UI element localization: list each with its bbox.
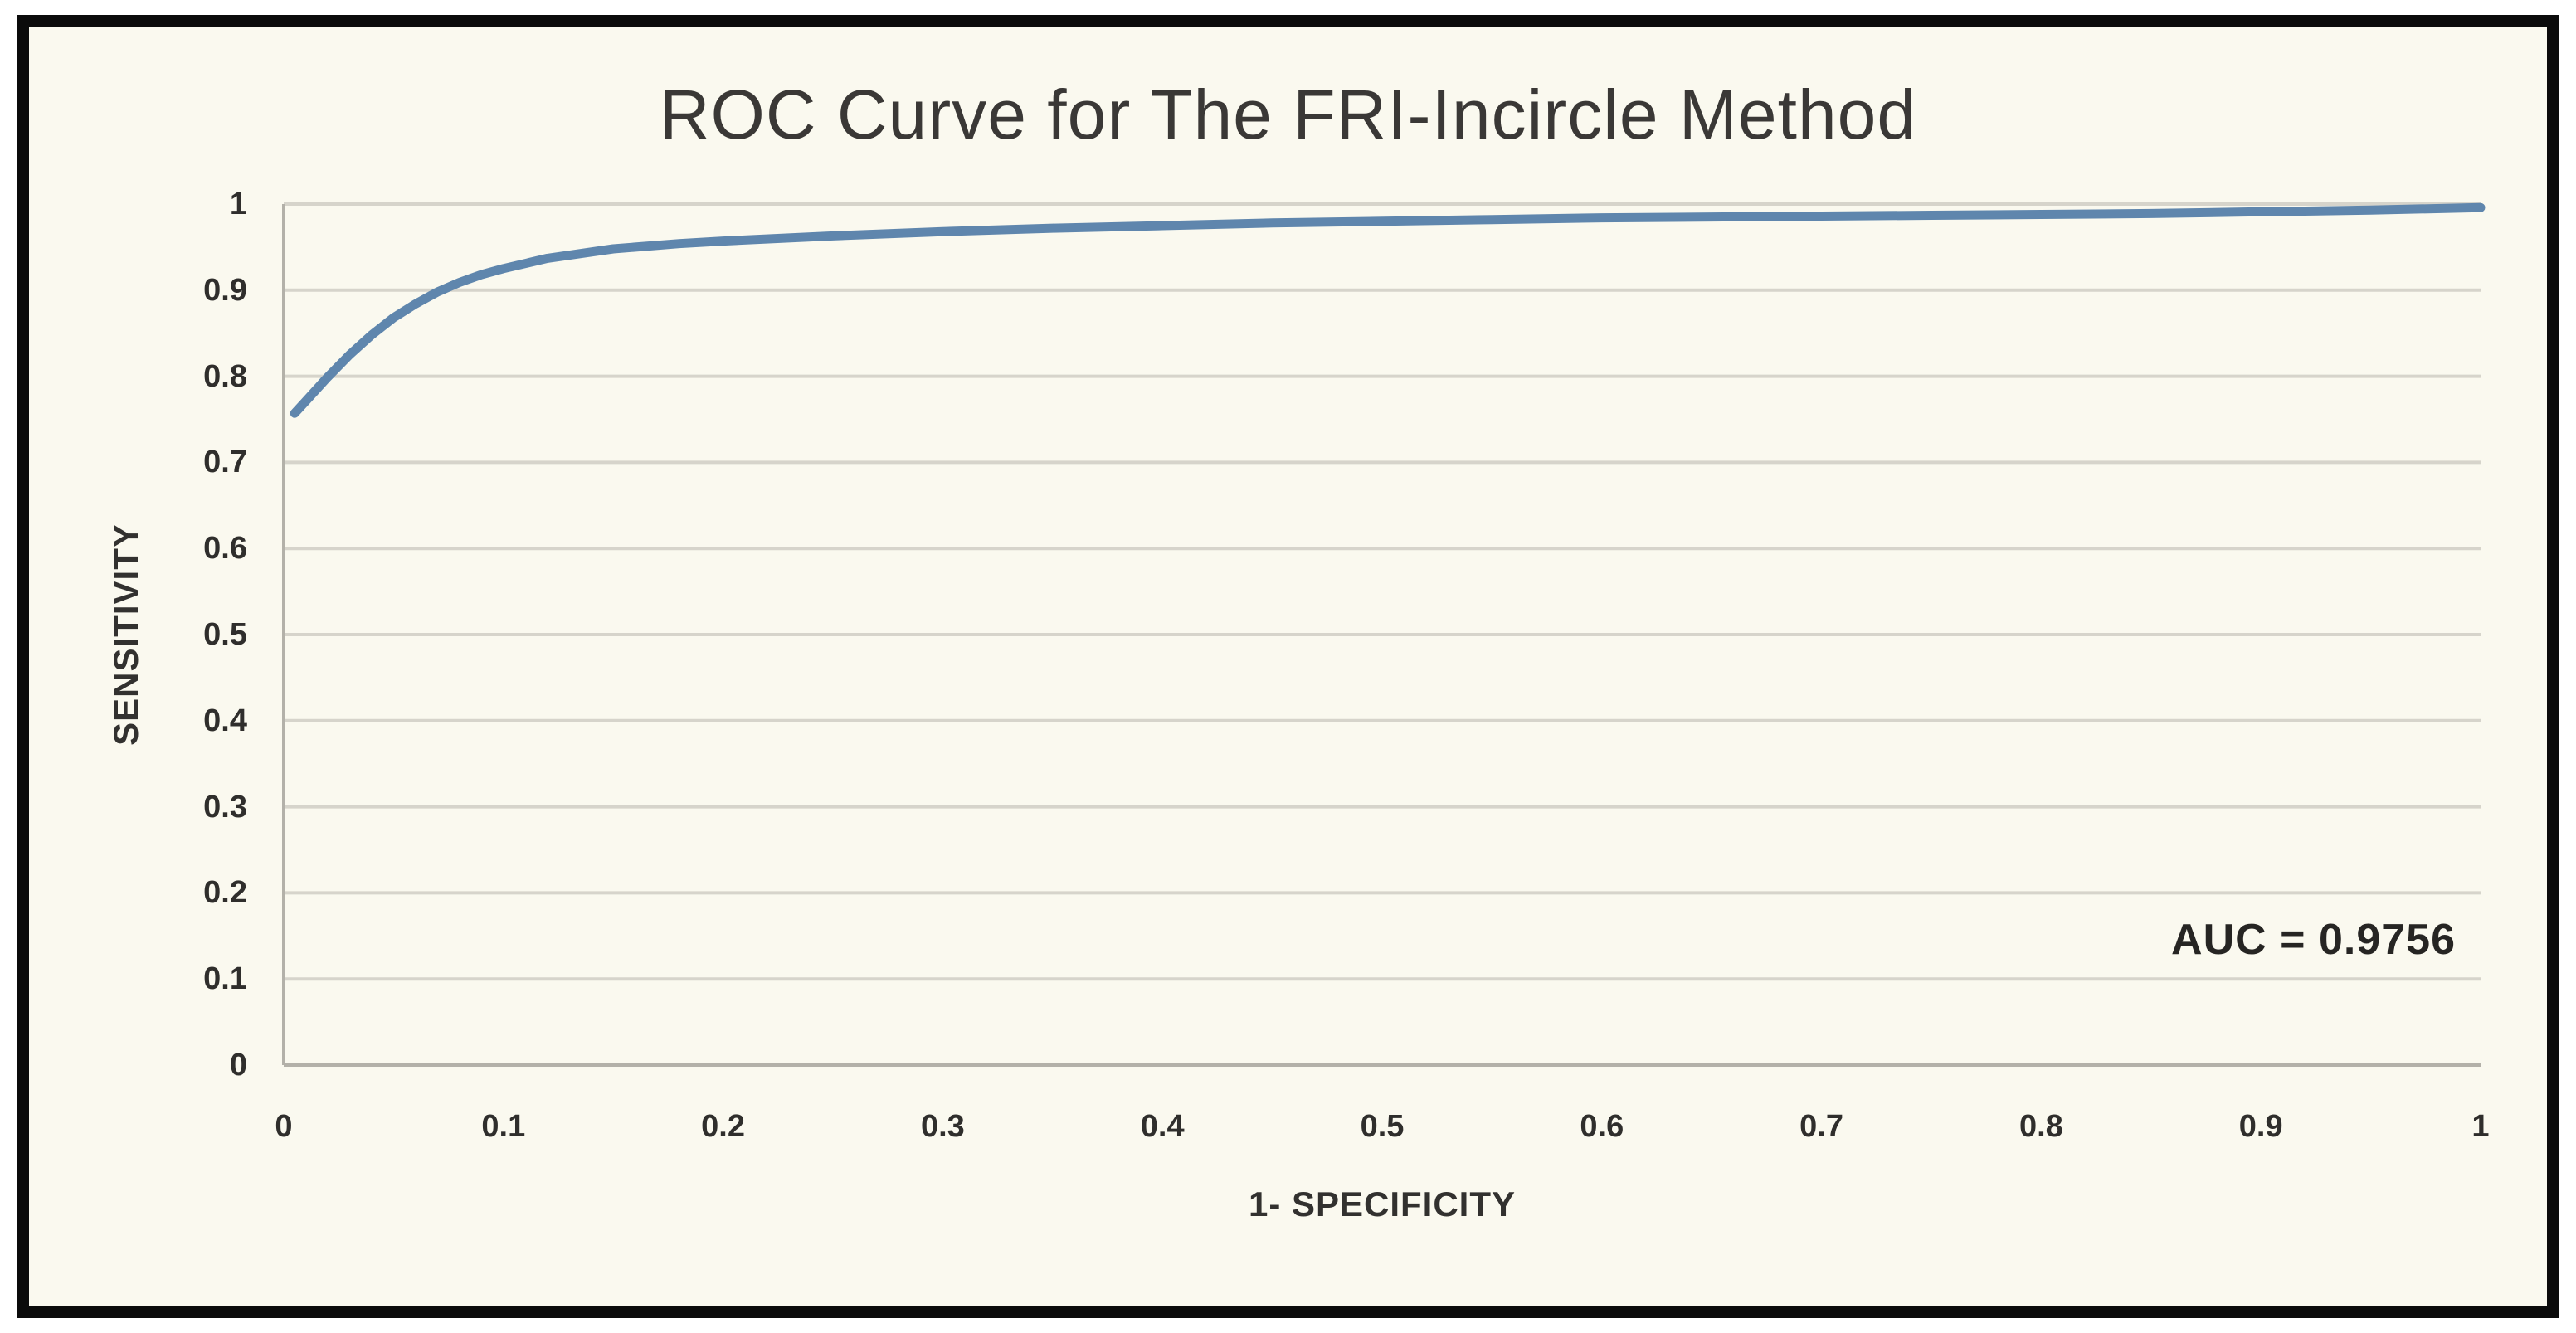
x-tick-label: 0.4	[1140, 1109, 1185, 1144]
y-tick-label: 0.5	[203, 617, 247, 652]
x-tick-label: 0.2	[701, 1109, 745, 1144]
y-tick-label: 1	[229, 187, 247, 221]
y-tick-label: 0.7	[203, 445, 247, 480]
chart-title: ROC Curve for The FRI-Incircle Method	[659, 75, 1917, 153]
x-tick-label: 0.5	[1360, 1109, 1405, 1144]
x-tick-label: 0	[275, 1109, 293, 1144]
y-tick-label: 0.3	[203, 789, 247, 825]
y-tick-label: 0.4	[203, 703, 247, 738]
auc-annotation: AUC = 0.9756	[2171, 916, 2456, 964]
roc-curve	[290, 202, 2486, 418]
y-tick-label: 0.9	[203, 272, 247, 308]
x-tick-label: 0.6	[1580, 1109, 1624, 1144]
y-tick-label: 0.1	[203, 961, 247, 997]
y-tick-label: 0.6	[203, 531, 247, 567]
axis-lines	[282, 204, 2481, 1067]
roc-curve-line	[290, 202, 2486, 418]
x-tick-label: 1	[2471, 1109, 2490, 1144]
x-axis-title: 1- SPECIFICITY	[1248, 1185, 1517, 1224]
x-tick-label: 0.7	[1799, 1109, 1843, 1144]
y-tick-label: 0	[229, 1048, 247, 1082]
x-tick-label: 0.8	[2018, 1109, 2063, 1144]
chart-frame	[17, 15, 2559, 1318]
x-tick-label: 0.3	[920, 1109, 965, 1144]
horizontal-gridlines	[284, 202, 2481, 1067]
y-tick-label: 0.2	[203, 875, 247, 911]
x-tick-label: 0.9	[2238, 1109, 2283, 1144]
y-tick-label: 0.8	[203, 358, 247, 394]
x-tick-label: 0.1	[481, 1109, 526, 1144]
